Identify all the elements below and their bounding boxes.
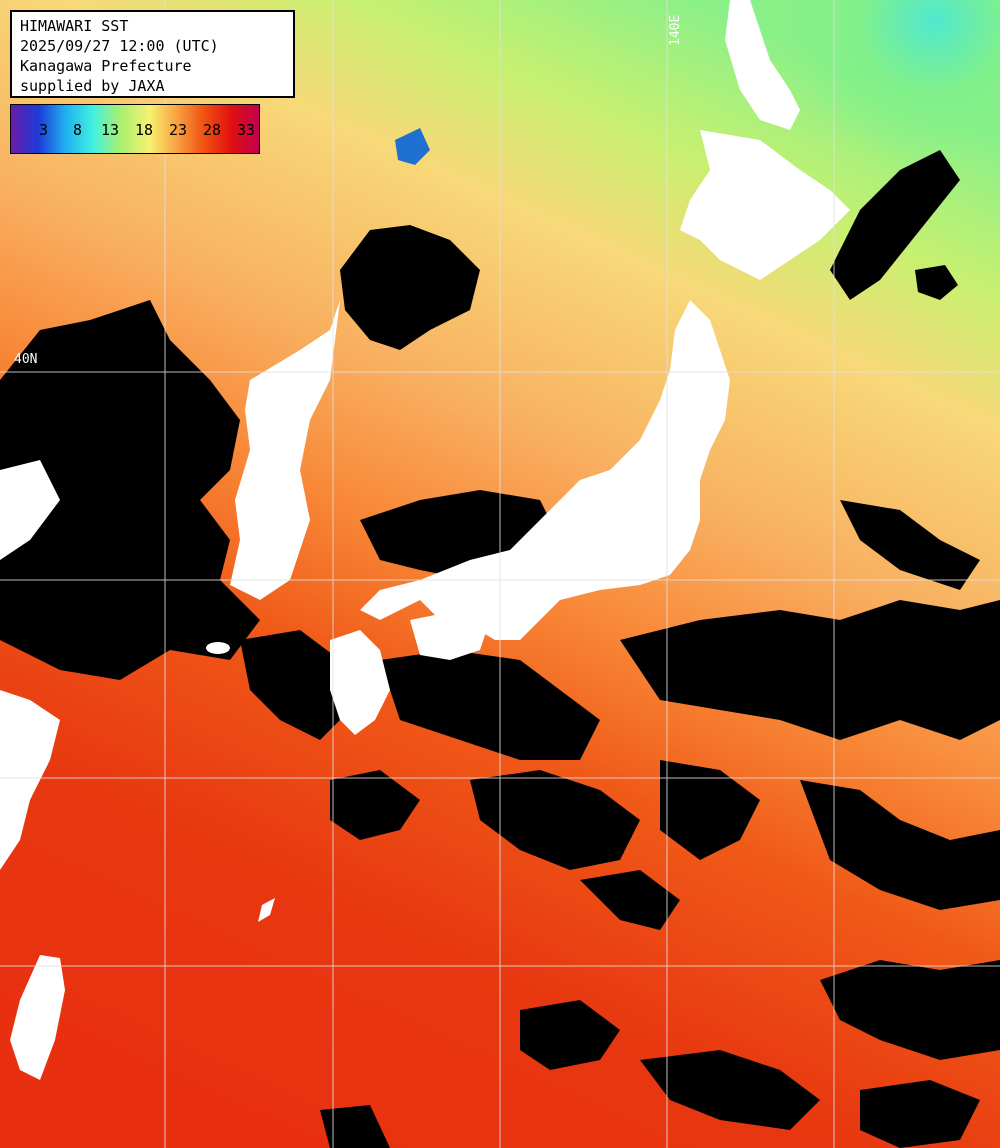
map-info-box: HIMAWARI SST 2025/09/27 12:00 (UTC) Kana… [10, 10, 295, 98]
colorbar-tick: 33 [237, 121, 256, 139]
map-credit: supplied by JAXA [20, 77, 165, 95]
colorbar-tick: 8 [73, 121, 83, 139]
map-region: Kanagawa Prefecture [20, 57, 192, 75]
cloud-cover [0, 128, 1000, 1148]
lat-label-40n: 40N [14, 352, 38, 367]
colorbar-tick: 23 [169, 121, 188, 139]
colorbar-tick: 28 [203, 121, 222, 139]
lon-label-140e: 140E [668, 14, 683, 46]
map-datetime: 2025/09/27 12:00 (UTC) [20, 37, 219, 55]
colorbar-tick: 13 [101, 121, 120, 139]
temperature-colorbar: 3 8 13 18 23 28 33 [10, 104, 260, 154]
land-mass [0, 0, 850, 1080]
lat-label-30n: 30N [14, 758, 38, 773]
colorbar-tick: 3 [39, 121, 49, 139]
map-title: HIMAWARI SST [20, 17, 129, 35]
colorbar-tick: 18 [135, 121, 154, 139]
